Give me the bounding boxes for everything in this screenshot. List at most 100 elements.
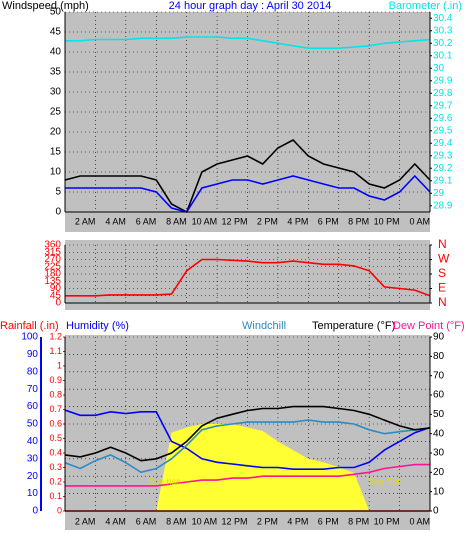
x-tick-label: 4 PM xyxy=(287,516,308,526)
y-tick-label: 35 xyxy=(50,67,62,78)
x-tick-label: 10 PM xyxy=(374,216,400,226)
y2-tick-label: 30 xyxy=(433,63,445,74)
y2-tick-label: 29.6 xyxy=(433,113,453,124)
y-tick-label: 50 xyxy=(50,7,62,18)
line xyxy=(64,419,431,474)
x-tick-label: 12 PM xyxy=(221,516,247,526)
y3-tick-label: 1.2 xyxy=(49,331,62,341)
y-tick-label: 20 xyxy=(50,127,62,138)
y2-tick-label: E xyxy=(438,281,446,295)
legend-label: Rainfall (.in) xyxy=(0,320,59,332)
y-tick-label: 10 xyxy=(27,488,39,499)
line xyxy=(64,409,431,470)
y2-tick-label: 20 xyxy=(433,467,445,478)
y-tick-label: 40 xyxy=(50,47,62,58)
x-tick-label: 4 PM xyxy=(287,216,308,226)
y2-tick-label: 30.4 xyxy=(433,13,453,24)
x-tick-label: 2 AM xyxy=(75,516,96,526)
y3-tick-label: 0.3 xyxy=(49,462,62,472)
y3-tick-label: 1.1 xyxy=(49,346,62,356)
x-tick-label: 2 PM xyxy=(257,216,278,226)
y2-tick-label: 30.3 xyxy=(433,25,453,36)
y2-tick-label: 29.4 xyxy=(433,138,453,149)
x-tick-label: 10 AM xyxy=(192,516,218,526)
y3-tick-label: 0.5 xyxy=(49,433,62,443)
legend-label: Dew Point (°F) xyxy=(393,320,465,332)
x-tick-label: 6 AM xyxy=(136,216,157,226)
x-tick-label: 6 AM xyxy=(136,516,157,526)
x-tick-label: 8 PM xyxy=(348,516,369,526)
x-tick-label: 0 AM xyxy=(409,216,430,226)
y-tick-label: 30 xyxy=(50,87,62,98)
x-tick-label: 8 AM xyxy=(166,216,187,226)
y2-tick-label: 29.5 xyxy=(433,125,453,136)
y2-tick-label: 30.2 xyxy=(433,38,453,49)
annotation: Sun Set xyxy=(368,476,401,486)
y3-tick-label: 0.1 xyxy=(49,491,62,501)
y2-tick-label: 80 xyxy=(433,351,445,362)
line xyxy=(65,258,431,297)
y-tick-label: 45 xyxy=(50,27,62,38)
chart-title: 24 hour graph day : April 30 2014 xyxy=(169,0,332,12)
line xyxy=(65,174,431,213)
y3-tick-label: 0.6 xyxy=(49,418,62,428)
y-tick-label: 60 xyxy=(27,401,39,412)
x-tick-label: 12 PM xyxy=(221,216,247,226)
y-tick-label: 15 xyxy=(50,147,62,158)
y2-tick-label: 30 xyxy=(433,448,445,459)
x-tick-label: 4 AM xyxy=(105,516,126,526)
y2-tick-label: 10 xyxy=(433,486,445,497)
annotation: Sun rise xyxy=(148,476,181,486)
x-tick-label: 0 AM xyxy=(409,516,430,526)
y-tick-label: 0 xyxy=(55,298,61,309)
y-tick-label: 90 xyxy=(50,283,62,294)
line xyxy=(65,463,430,487)
y-tick-label: 30 xyxy=(27,453,39,464)
y3-tick-label: 0.7 xyxy=(49,404,62,414)
y-tick-label: 0 xyxy=(55,207,61,218)
y-tick-label: 270 xyxy=(44,254,61,265)
line xyxy=(64,405,431,462)
x-tick-label: 2 AM xyxy=(75,216,96,226)
y-tick-label: 50 xyxy=(27,419,39,430)
area xyxy=(65,424,430,511)
y2-tick-label: W xyxy=(438,252,450,266)
legend-label: Windchill xyxy=(242,320,286,332)
x-tick-label: 6 PM xyxy=(318,216,339,226)
y-tick-label: 225 xyxy=(44,261,61,272)
y3-tick-label: 0 xyxy=(57,505,62,515)
y3-tick-label: 0.8 xyxy=(49,389,62,399)
y-tick-label: 135 xyxy=(44,276,61,287)
y-tick-label: 360 xyxy=(44,240,61,251)
y-tick-label: 40 xyxy=(27,436,39,447)
y3-tick-label: 0.9 xyxy=(49,375,62,385)
y2-tick-label: 28.9 xyxy=(433,200,453,211)
x-tick-label: 10 PM xyxy=(374,516,400,526)
y2-tick-label: 29.8 xyxy=(433,88,453,99)
y2-tick-label: 30.1 xyxy=(433,50,453,61)
y2-tick-label: 29.3 xyxy=(433,150,453,161)
y3-tick-label: 0.4 xyxy=(49,447,62,457)
line xyxy=(64,139,431,214)
y2-tick-label: 50 xyxy=(433,409,445,420)
y2-tick-label: N xyxy=(438,237,447,251)
legend-label: Humidity (%) xyxy=(66,320,129,332)
line xyxy=(65,36,431,49)
y-tick-label: 90 xyxy=(27,349,39,360)
x-tick-label: 6 PM xyxy=(318,516,339,526)
y2-tick-label: 90 xyxy=(433,332,445,343)
y-tick-label: 0 xyxy=(32,506,38,517)
y3-tick-label: 1 xyxy=(57,360,62,370)
y2-tick-label: 29.7 xyxy=(433,100,453,111)
y-tick-label: 315 xyxy=(44,247,61,258)
y3-tick-label: 0.2 xyxy=(49,476,62,486)
y-tick-label: 80 xyxy=(27,366,39,377)
y-tick-label: 5 xyxy=(55,187,61,198)
legend-label: Temperature (°F) xyxy=(312,320,395,332)
y-tick-label: 100 xyxy=(21,332,38,343)
y2-tick-label: 70 xyxy=(433,370,445,381)
y-tick-label: 20 xyxy=(27,471,39,482)
x-tick-label: 2 PM xyxy=(257,516,278,526)
x-tick-label: 10 AM xyxy=(192,216,218,226)
